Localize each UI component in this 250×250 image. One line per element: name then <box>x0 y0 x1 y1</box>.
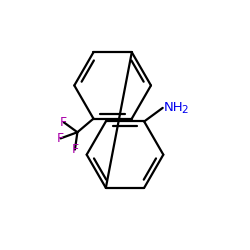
Text: F: F <box>57 132 64 145</box>
Text: 2: 2 <box>182 105 188 115</box>
Text: NH: NH <box>164 101 183 114</box>
Text: F: F <box>60 116 67 129</box>
Text: F: F <box>72 143 78 156</box>
